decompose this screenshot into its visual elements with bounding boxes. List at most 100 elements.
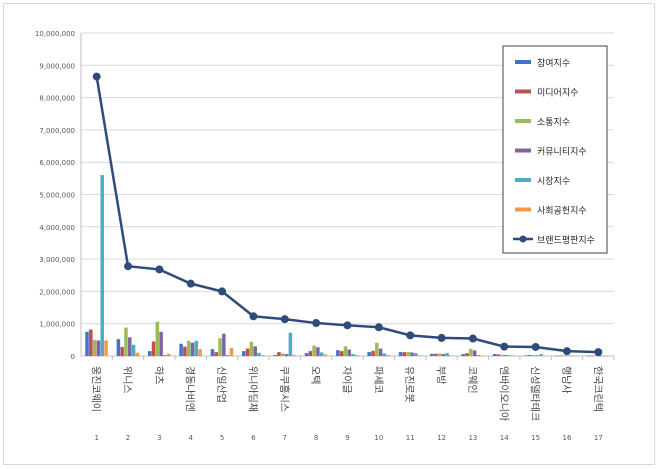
bar-6-7 bbox=[292, 355, 296, 356]
bar-3-3 bbox=[155, 321, 160, 356]
bar-4-4 bbox=[190, 342, 195, 356]
bar-5-11 bbox=[414, 353, 418, 356]
rank-label: 6 bbox=[251, 434, 256, 442]
bar-5-17 bbox=[602, 355, 606, 357]
bar-5-5 bbox=[225, 355, 230, 356]
bar-1-5 bbox=[210, 349, 215, 356]
bar-5-9 bbox=[351, 354, 355, 356]
bar-2-13 bbox=[465, 353, 469, 356]
line-series bbox=[92, 72, 603, 357]
bar-1-8 bbox=[304, 353, 309, 356]
legend-label: 소통지수 bbox=[537, 117, 570, 128]
bar-6-10 bbox=[386, 355, 390, 356]
rank-label: 17 bbox=[594, 434, 603, 442]
rank-label: 2 bbox=[126, 434, 130, 442]
category-label: 엔바이오니아 bbox=[497, 366, 509, 421]
bar-3-7 bbox=[280, 353, 285, 356]
bar-6-12 bbox=[449, 355, 453, 356]
bar-2-9 bbox=[339, 351, 344, 356]
line-point-10 bbox=[374, 323, 383, 332]
bar-2-6 bbox=[245, 348, 250, 356]
bar-3-16 bbox=[563, 355, 567, 356]
bar-5-3 bbox=[163, 355, 167, 356]
bar-4-5 bbox=[222, 333, 226, 356]
legend-swatch bbox=[515, 60, 531, 64]
legend-swatch bbox=[515, 89, 531, 94]
bar-2-15 bbox=[528, 355, 532, 356]
category-label: 위니스 bbox=[121, 366, 134, 394]
bar-5-14 bbox=[508, 355, 512, 356]
category-label: 웅진코웨이 bbox=[90, 366, 102, 412]
bar-4-11 bbox=[410, 352, 414, 356]
bar-6-17 bbox=[605, 355, 610, 357]
line-point-17 bbox=[594, 348, 603, 357]
bar-4-7 bbox=[284, 354, 289, 356]
y-tick-label: 4,000,000 bbox=[39, 224, 75, 232]
line-point-11 bbox=[406, 331, 415, 340]
bar-1-16 bbox=[555, 355, 560, 357]
rank-label: 4 bbox=[189, 434, 194, 442]
bar-4-14 bbox=[504, 355, 508, 356]
bar-3-14 bbox=[500, 354, 504, 356]
rank-label: 11 bbox=[406, 434, 415, 442]
bar-1-17 bbox=[586, 355, 591, 357]
rank-label: 16 bbox=[563, 434, 572, 442]
rank-label: 10 bbox=[374, 434, 383, 442]
bar-2-11 bbox=[402, 352, 407, 356]
y-tick-label: 0 bbox=[71, 353, 75, 361]
rank-label: 15 bbox=[531, 434, 540, 442]
bar-4-16 bbox=[566, 355, 571, 357]
bar-3-1 bbox=[92, 339, 97, 356]
bar-6-4 bbox=[198, 349, 202, 356]
rank-label: 9 bbox=[345, 434, 349, 442]
bar-2-12 bbox=[433, 353, 438, 356]
legend-label: 커뮤니티지수 bbox=[537, 147, 587, 158]
legend-swatch bbox=[515, 207, 531, 212]
bar-6-13 bbox=[480, 355, 485, 356]
category-label: 하츠 bbox=[152, 366, 165, 384]
bar-2-14 bbox=[496, 354, 501, 356]
bar-1-11 bbox=[398, 352, 403, 356]
bar-4-13 bbox=[472, 350, 477, 356]
bar-6-16 bbox=[574, 355, 579, 357]
line-point-1 bbox=[92, 72, 101, 81]
bar-3-5 bbox=[218, 338, 222, 356]
category-label: 경동나비엔 bbox=[184, 366, 197, 412]
rank-label: 7 bbox=[283, 434, 287, 442]
line-point-16 bbox=[562, 347, 571, 356]
bar-3-2 bbox=[124, 327, 128, 356]
y-tick-label: 2,000,000 bbox=[39, 288, 75, 296]
bar-6-3 bbox=[166, 353, 171, 356]
category-label: 유진로봇 bbox=[403, 366, 415, 403]
bar-6-14 bbox=[511, 355, 516, 356]
bar-4-3 bbox=[159, 331, 163, 356]
bar-5-8 bbox=[319, 352, 324, 356]
category-label: 행남사 bbox=[560, 366, 572, 394]
rank-label: 13 bbox=[468, 434, 477, 442]
bar-6-1 bbox=[104, 340, 108, 356]
bar-1-2 bbox=[116, 339, 121, 356]
category-label: 신일산업 bbox=[215, 366, 228, 403]
chart-frame: 0 1,000,000 2,000,000 3,000,000 4,000,000 5,0… bbox=[3, 3, 655, 465]
bar-2-8 bbox=[308, 351, 313, 356]
y-tick-label: 3,000,000 bbox=[39, 256, 75, 264]
y-tick-label: 8,000,000 bbox=[39, 95, 75, 103]
bar-3-10 bbox=[375, 342, 379, 356]
bar-1-7 bbox=[273, 355, 277, 356]
bar-3-12 bbox=[437, 353, 442, 356]
bar-1-6 bbox=[242, 351, 246, 356]
bar-3-17 bbox=[594, 355, 599, 357]
line-point-12 bbox=[437, 333, 446, 342]
bar-2-2 bbox=[120, 346, 124, 356]
bar-series bbox=[85, 175, 610, 357]
bar-4-9 bbox=[347, 349, 351, 356]
category-label: 한국크린텍 bbox=[591, 366, 603, 412]
legend-label: 미디어지수 bbox=[537, 88, 578, 99]
bar-4-8 bbox=[316, 347, 320, 356]
bar-4-6 bbox=[253, 346, 257, 356]
bar-2-7 bbox=[277, 352, 281, 356]
line-point-8 bbox=[312, 319, 321, 328]
legend-swatch bbox=[515, 148, 531, 153]
bar-1-13 bbox=[461, 354, 466, 356]
category-label: 쿠쿠홈시스 bbox=[278, 366, 291, 412]
